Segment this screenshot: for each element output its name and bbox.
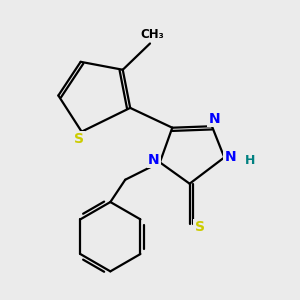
- Text: CH₃: CH₃: [141, 28, 164, 41]
- Text: N: N: [224, 150, 236, 164]
- Text: S: S: [74, 132, 84, 146]
- Text: N: N: [148, 153, 160, 167]
- Text: N: N: [208, 112, 220, 126]
- Text: S: S: [194, 220, 205, 234]
- Text: H: H: [245, 154, 255, 167]
